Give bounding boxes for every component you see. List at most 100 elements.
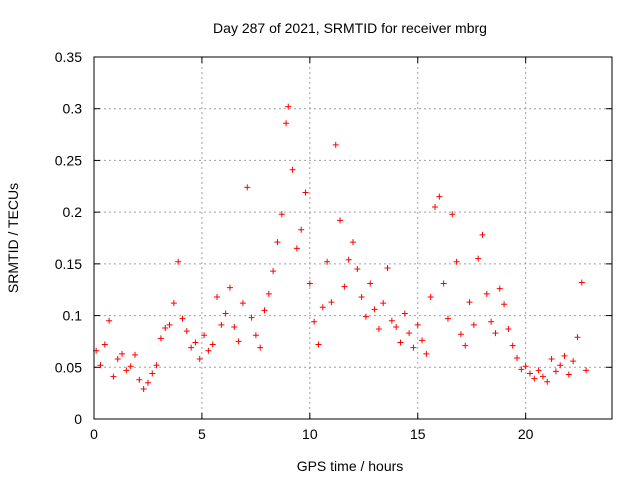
data-point [270, 268, 277, 275]
data-point [179, 315, 186, 322]
data-point [514, 354, 521, 361]
data-point [196, 356, 203, 363]
data-point [252, 332, 259, 339]
data-point [492, 330, 499, 337]
data-point [427, 293, 434, 300]
data-point [231, 323, 238, 330]
data-point [285, 103, 292, 110]
data-point [401, 310, 408, 317]
data-point [162, 324, 169, 331]
data-point [583, 367, 590, 374]
data-point [518, 366, 525, 373]
data-point [479, 231, 486, 238]
data-point [257, 344, 264, 351]
data-point [432, 203, 439, 210]
data-point [561, 352, 568, 359]
data-point [496, 285, 503, 292]
data-point [244, 184, 251, 191]
axis-ticks [93, 56, 612, 420]
data-point [548, 356, 555, 363]
data-point [406, 330, 413, 337]
data-point [209, 341, 216, 348]
data-point [136, 376, 143, 383]
data-point [371, 306, 378, 313]
data-point [248, 314, 255, 321]
data-point [283, 120, 290, 127]
data-point [552, 368, 559, 375]
data-point [315, 341, 322, 348]
x-tick-label: 0 [90, 426, 98, 442]
data-point [466, 299, 473, 306]
data-point [419, 337, 426, 344]
data-point [205, 347, 212, 354]
data-point [350, 239, 356, 246]
data-point [393, 323, 400, 330]
grid-lines [94, 57, 612, 419]
data-point [175, 258, 182, 265]
data-point [578, 279, 585, 286]
x-tick-label: 20 [518, 426, 534, 442]
data-point [311, 318, 318, 325]
data-point [166, 321, 173, 328]
data-point [457, 331, 464, 338]
data-point [570, 358, 577, 365]
data-point [423, 350, 430, 357]
y-tick-label: 0.1 [63, 308, 83, 324]
data-point [337, 217, 344, 224]
data-point [388, 317, 395, 324]
data-point [505, 326, 512, 333]
data-point [226, 284, 233, 291]
data-point [436, 193, 443, 200]
data-point [119, 350, 126, 357]
data-point [410, 344, 417, 351]
data-point [302, 189, 309, 196]
data-point [261, 307, 268, 314]
x-tick-label: 15 [410, 426, 426, 442]
data-point [483, 290, 490, 297]
data-point [345, 256, 352, 263]
data-point [306, 280, 313, 287]
data-point [358, 293, 365, 300]
y-tick-labels: 0 0.05 0.1 0.15 0.2 0.25 0.3 0.35 [55, 49, 82, 427]
data-point [188, 344, 195, 351]
data-point [214, 293, 221, 300]
plot-frame [93, 56, 613, 420]
data-point [539, 373, 546, 380]
data-point [362, 313, 369, 320]
y-tick-label: 0.05 [55, 359, 82, 375]
data-point [265, 290, 272, 297]
data-point [127, 363, 134, 370]
data-point [274, 239, 281, 246]
y-tick-label: 0.35 [55, 49, 82, 65]
data-point [183, 328, 190, 335]
data-point [153, 362, 160, 369]
data-point [440, 280, 447, 287]
data-point [293, 245, 300, 252]
data-point [375, 326, 382, 333]
data-point [470, 321, 477, 328]
data-point [367, 280, 374, 287]
data-point [170, 300, 177, 307]
data-point [235, 338, 242, 345]
data-point [531, 375, 538, 382]
x-tick-labels: 0 5 10 15 20 [90, 426, 534, 442]
scatter-points [93, 103, 590, 393]
x-tick-label: 5 [198, 426, 206, 442]
data-point [97, 362, 104, 369]
data-point [384, 264, 391, 271]
data-point [324, 258, 331, 265]
x-axis-label: GPS time / hours [297, 458, 404, 474]
data-point [298, 226, 305, 233]
data-point [526, 370, 533, 377]
data-point [149, 370, 156, 377]
data-point [522, 363, 529, 370]
data-point [144, 379, 151, 386]
data-point [449, 211, 456, 218]
data-point [509, 342, 516, 349]
x-tick-label: 10 [302, 426, 318, 442]
y-tick-label: 0.3 [63, 101, 83, 117]
data-point [501, 301, 508, 308]
data-point [332, 141, 339, 148]
data-point [397, 339, 404, 346]
